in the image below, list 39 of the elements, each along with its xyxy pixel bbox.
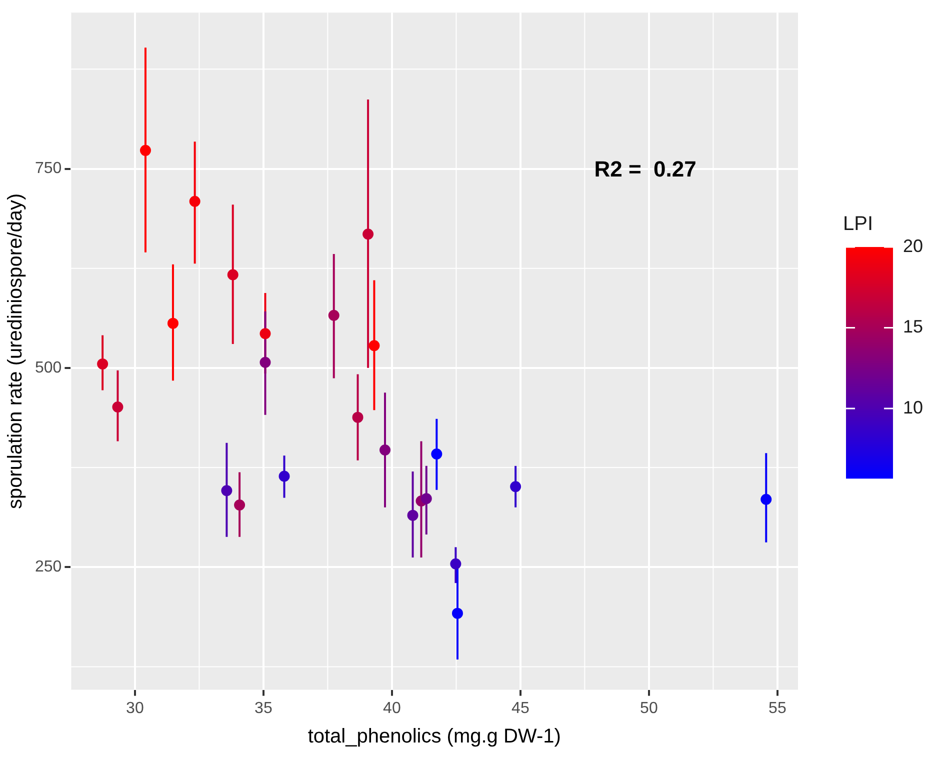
point <box>362 228 374 240</box>
x-tick-label: 30 <box>126 700 144 717</box>
point <box>450 558 462 570</box>
point <box>278 470 290 482</box>
color-bar-label: 20 <box>903 236 924 256</box>
point <box>760 494 772 505</box>
point <box>140 144 151 156</box>
point <box>112 401 124 412</box>
x-tick-label: 45 <box>512 700 530 717</box>
point <box>380 444 391 456</box>
point <box>227 269 238 280</box>
point <box>452 608 463 619</box>
color-bar-label: 15 <box>903 316 924 337</box>
point <box>167 318 178 329</box>
y-tick-label: 500 <box>34 359 62 376</box>
annotation: R2 = 0.27 <box>594 156 696 182</box>
point <box>260 356 271 368</box>
point <box>407 510 418 521</box>
x-tick-label: 55 <box>768 700 786 717</box>
point <box>97 358 108 370</box>
point <box>510 481 522 492</box>
point <box>431 448 442 460</box>
point <box>328 310 340 321</box>
x-tick-label: 35 <box>254 700 272 717</box>
point <box>260 328 271 340</box>
point <box>352 412 364 423</box>
x-tick-label: 40 <box>383 700 401 717</box>
color-bar-label: 10 <box>903 398 924 418</box>
point <box>221 485 232 496</box>
x-tick-label: 50 <box>640 700 658 717</box>
color-bar-title: LPI <box>843 213 874 235</box>
point <box>189 196 200 207</box>
y-tick-label: 250 <box>34 558 62 576</box>
point <box>234 499 246 510</box>
point <box>420 493 432 504</box>
point <box>368 340 380 352</box>
x-axis-title: total_phenolics (mg.g DW-1) <box>308 726 561 748</box>
y-tick-label: 750 <box>34 160 62 178</box>
y-axis-title: sporulation rate (urediniospore/day) <box>4 193 27 510</box>
